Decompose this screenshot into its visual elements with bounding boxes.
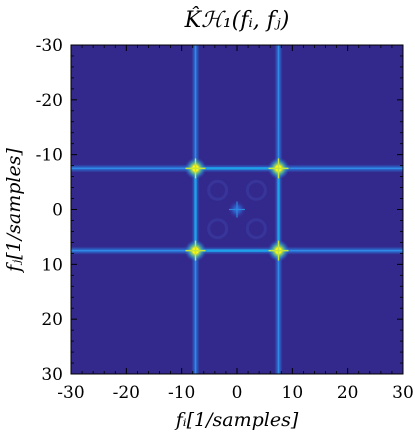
x-tick-label: 20 — [337, 383, 359, 403]
center-lobe-1 — [245, 179, 267, 201]
y-tick-label: 10 — [41, 255, 63, 275]
x-tick-label: 30 — [392, 383, 414, 403]
y-tick-label: 30 — [41, 365, 63, 385]
y-tick-label: 0 — [52, 201, 63, 221]
y-axis-label: fⱼ[1/samples] — [3, 148, 25, 274]
y-tick-label: -10 — [36, 146, 63, 166]
x-axis-label: fᵢ[1/samples] — [174, 409, 299, 431]
x-tick-label: 10 — [282, 383, 304, 403]
center-lobe-0 — [207, 179, 229, 201]
x-tick-label: 0 — [232, 383, 243, 403]
chart-title: K̂ℋ₁(fᵢ, fⱼ) — [184, 7, 290, 33]
x-tick-label: -20 — [113, 383, 140, 403]
y-tick-label: 20 — [41, 310, 63, 330]
x-tick-label: -10 — [168, 383, 195, 403]
center-lobe-2 — [207, 218, 229, 240]
x-tick-label: -30 — [57, 383, 84, 403]
center-lobe-3 — [245, 218, 267, 240]
y-tick-label: -20 — [36, 91, 63, 111]
y-tick-label: -30 — [36, 36, 63, 56]
